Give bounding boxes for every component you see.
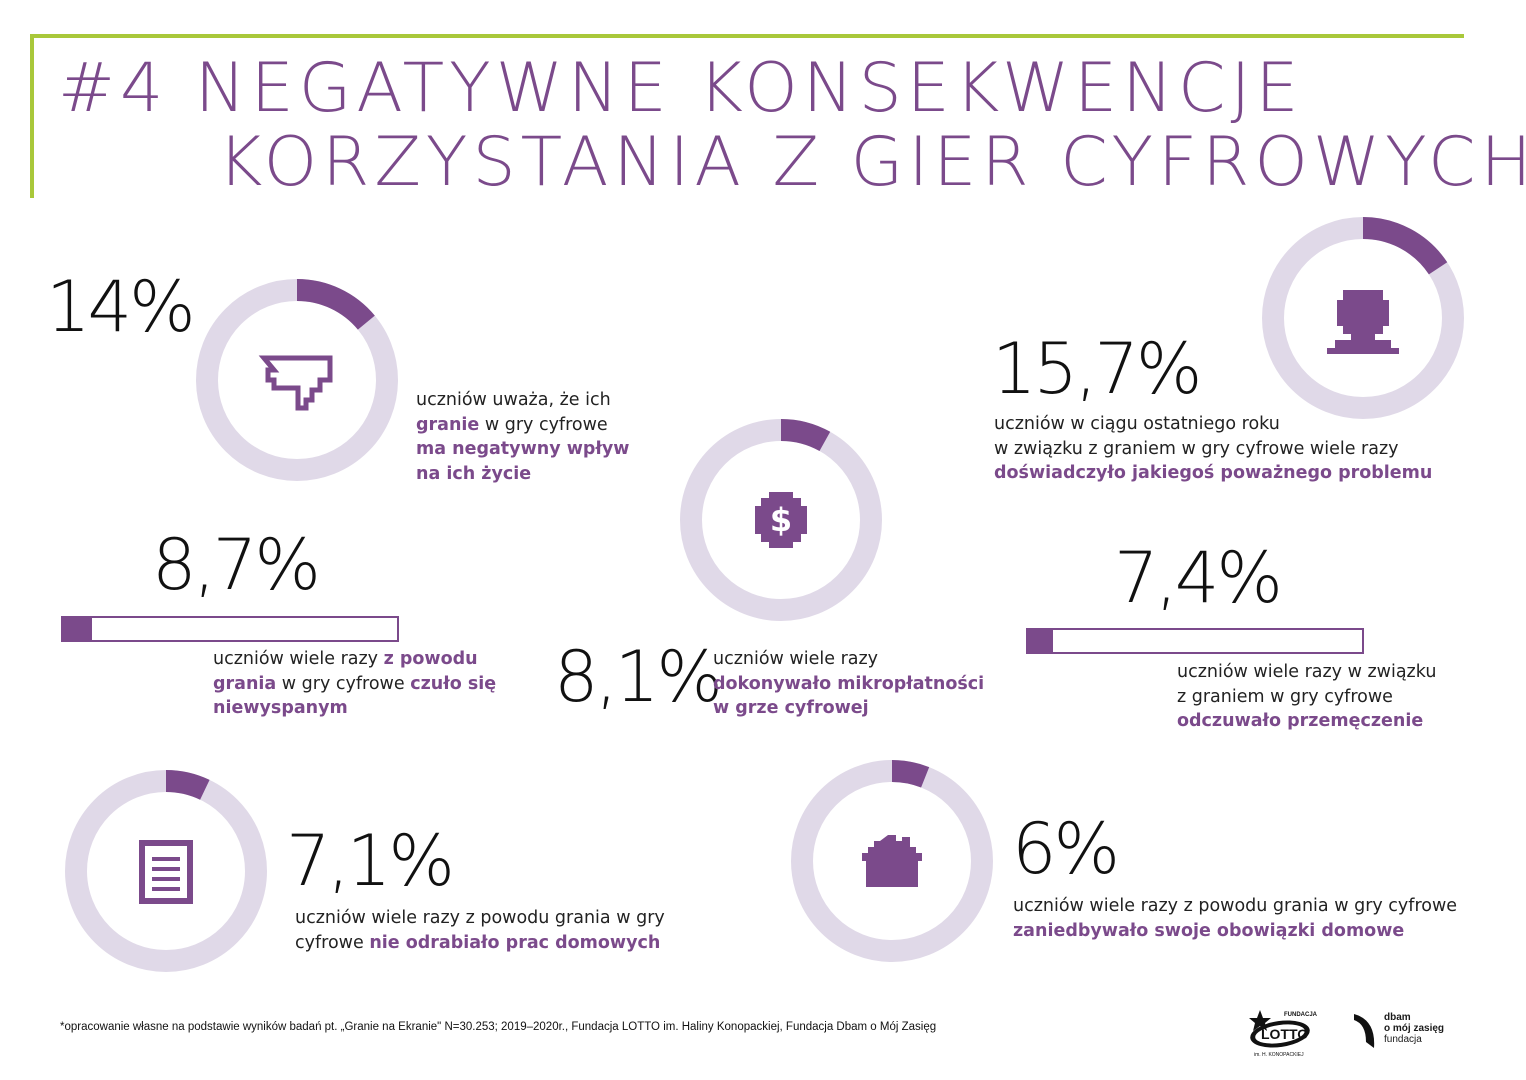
sad-face-icon (1327, 290, 1399, 354)
stat-value: 6% (1012, 808, 1120, 890)
highlight-text: czuło się (410, 673, 497, 694)
stat-value: 15,7% (992, 328, 1202, 410)
stat-description: uczniów w ciągu ostatniego roku w związku… (994, 412, 1432, 486)
description-line: doświadczyło jakiegoś poważnego problemu (994, 461, 1432, 486)
description-line: uczniów w ciągu ostatniego roku (994, 412, 1432, 437)
progress-bar-fill (1028, 630, 1053, 652)
highlight-text: zaniedbywało swoje obowiązki domowe (1013, 920, 1405, 941)
highlight-text: w grze cyfrowej (713, 698, 869, 718)
description-line: uczniów wiele razy z powodu grania w gry (295, 906, 665, 931)
document-line (152, 887, 180, 891)
description-line: uczniów wiele razy z powodu grania w gry… (1013, 894, 1457, 919)
stat-value: 8,7% (152, 524, 321, 606)
highlight-text: z powodu (383, 649, 478, 669)
progress-bar (61, 616, 399, 642)
stat-description: uczniów uważa, że ich granie w gry cyfrow… (416, 388, 629, 486)
frame-top-line (30, 34, 1464, 38)
text: uczniów wiele razy (713, 649, 879, 669)
description-line: odczuwało przemęczenie (1177, 709, 1436, 734)
text: w gry cyfrowe (479, 414, 608, 435)
donut-value-arc (296, 279, 375, 330)
stat-value: 14% (46, 266, 196, 348)
highlight-text: dokonywało mikropłatności (713, 673, 985, 694)
highlight-text: ma negatywny wpływ (416, 439, 630, 459)
dollar-glyph: $ (770, 501, 792, 539)
donut-value-arc (165, 770, 210, 800)
donut-chart (196, 279, 398, 481)
text: uczniów wiele razy w związku (1177, 662, 1437, 682)
stat-description: uczniów wiele razy z powodu grania w gry … (213, 647, 496, 721)
thumbs-down-icon (258, 355, 333, 411)
frame-left-line (30, 34, 34, 198)
stat-description: uczniów wiele razy z powodu grania w gry… (295, 906, 665, 955)
description-line: uczniów wiele razy w związku (1177, 660, 1436, 685)
document-icon (139, 840, 193, 904)
donut-chart (1262, 217, 1464, 419)
document-line (152, 857, 180, 861)
description-line: uczniów wiele razy z powodu (213, 647, 496, 672)
coin-dollar-icon (755, 492, 807, 548)
highlight-text: na ich życie (416, 463, 532, 484)
progress-bar-fill (63, 618, 93, 640)
highlight-text: grania (213, 673, 277, 694)
description-line: ma negatywny wpływ (416, 437, 629, 462)
description-line: uczniów uważa, że ich (416, 388, 629, 413)
highlight-text: doświadczyło jakiegoś poważnego problemu (994, 463, 1433, 483)
page-title: #4 NEGATYWNE KONSEKWENCJE KORZYSTANIA Z … (58, 52, 1526, 200)
description-line: uczniów wiele razy (713, 647, 984, 672)
description-line: na ich życie (416, 462, 629, 487)
donut-value-arc (1362, 217, 1448, 275)
dbam-logo: dbam o mój zasięg fundacja (1352, 1012, 1464, 1052)
donut-value-arc (891, 760, 930, 788)
lotto-logo: LOTTO FUNDACJA im. H. KONOPACKIEJ (1248, 1008, 1318, 1058)
donut-chart (65, 770, 267, 972)
highlight-text: granie (416, 414, 480, 435)
text: cyfrowe (295, 932, 370, 953)
text: w związku z graniem w gry cyfrowe wiele … (994, 438, 1399, 459)
stat-description: uczniów wiele razy z powodu grania w gry… (1013, 894, 1457, 943)
highlight-text: odczuwało przemęczenie (1177, 711, 1424, 731)
description-line: granie w gry cyfrowe (416, 413, 629, 438)
stat-description: uczniów wiele razy w związku z graniem w … (1177, 660, 1436, 734)
svg-text:FUNDACJA: FUNDACJA (1284, 1012, 1318, 1018)
text: w gry cyfrowe (276, 673, 411, 694)
text: uczniów uważa, że ich (416, 390, 611, 410)
description-line: cyfrowe nie odrabiało prac domowych (295, 931, 665, 956)
text: uczniów wiele razy z powodu grania w gry (295, 908, 665, 928)
progress-bar (1026, 628, 1364, 654)
title-line-1: #4 NEGATYWNE KONSEKWENCJE (58, 49, 1304, 128)
text: uczniów wiele razy z powodu grania w gry… (1013, 896, 1458, 916)
stat-value: 7,1% (286, 820, 455, 902)
highlight-text: niewyspanym (213, 698, 348, 718)
highlight-text: nie odrabiało prac domowych (369, 932, 661, 953)
donut-value-arc (780, 419, 831, 452)
description-line: niewyspanym (213, 696, 496, 721)
description-line: dokonywało mikropłatności (713, 672, 984, 697)
document-line (152, 867, 180, 871)
text: uczniów w ciągu ostatniego roku (994, 414, 1280, 434)
description-line: zaniedbywało swoje obowiązki domowe (1013, 919, 1457, 944)
dbam-logo-line3: fundacja (1384, 1034, 1422, 1045)
description-line: w związku z graniem w gry cyfrowe wiele … (994, 437, 1432, 462)
text: z graniem w gry cyfrowe (1177, 686, 1393, 707)
footnote: *opracowanie własne na podstawie wyników… (60, 1021, 937, 1033)
stat-value: 8,1% (554, 636, 723, 718)
description-line: w grze cyfrowej (713, 696, 984, 721)
house-icon (862, 835, 922, 887)
stat-description: uczniów wiele razy dokonywało mikropłatno… (713, 647, 984, 721)
document-line (152, 877, 180, 881)
svg-text:LOTTO: LOTTO (1261, 1026, 1308, 1042)
dbam-logo-line1: dbam (1384, 1012, 1411, 1023)
description-line: z graniem w gry cyfrowe (1177, 685, 1436, 710)
dbam-logo-line2: o mój zasięg (1384, 1023, 1445, 1034)
text: uczniów wiele razy (213, 649, 384, 669)
title-line-2: KORZYSTANIA Z GIER CYFROWYCH (58, 123, 1526, 202)
description-line: grania w gry cyfrowe czuło się (213, 672, 496, 697)
stat-value: 7,4% (1114, 537, 1283, 619)
svg-text:im. H. KONOPACKIEJ: im. H. KONOPACKIEJ (1254, 1052, 1304, 1058)
donut-chart: $ (680, 419, 882, 621)
donut-chart (791, 760, 993, 962)
